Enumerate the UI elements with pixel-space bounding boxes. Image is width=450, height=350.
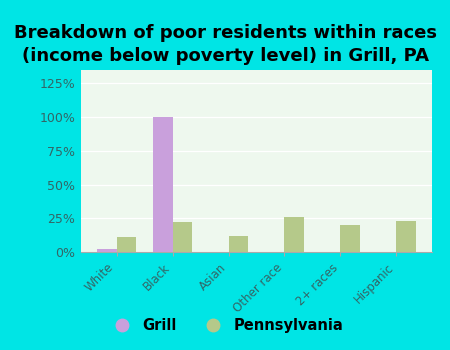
Bar <box>284 217 304 252</box>
Bar <box>396 221 416 252</box>
Bar <box>97 249 117 252</box>
Bar <box>153 117 172 252</box>
Legend: Grill, Pennsylvania: Grill, Pennsylvania <box>101 313 349 339</box>
Text: Breakdown of poor residents within races
(income below poverty level) in Grill, : Breakdown of poor residents within races… <box>14 25 436 65</box>
Bar <box>229 236 248 252</box>
Bar <box>341 225 360 252</box>
Bar <box>172 222 192 252</box>
Bar <box>117 237 136 252</box>
